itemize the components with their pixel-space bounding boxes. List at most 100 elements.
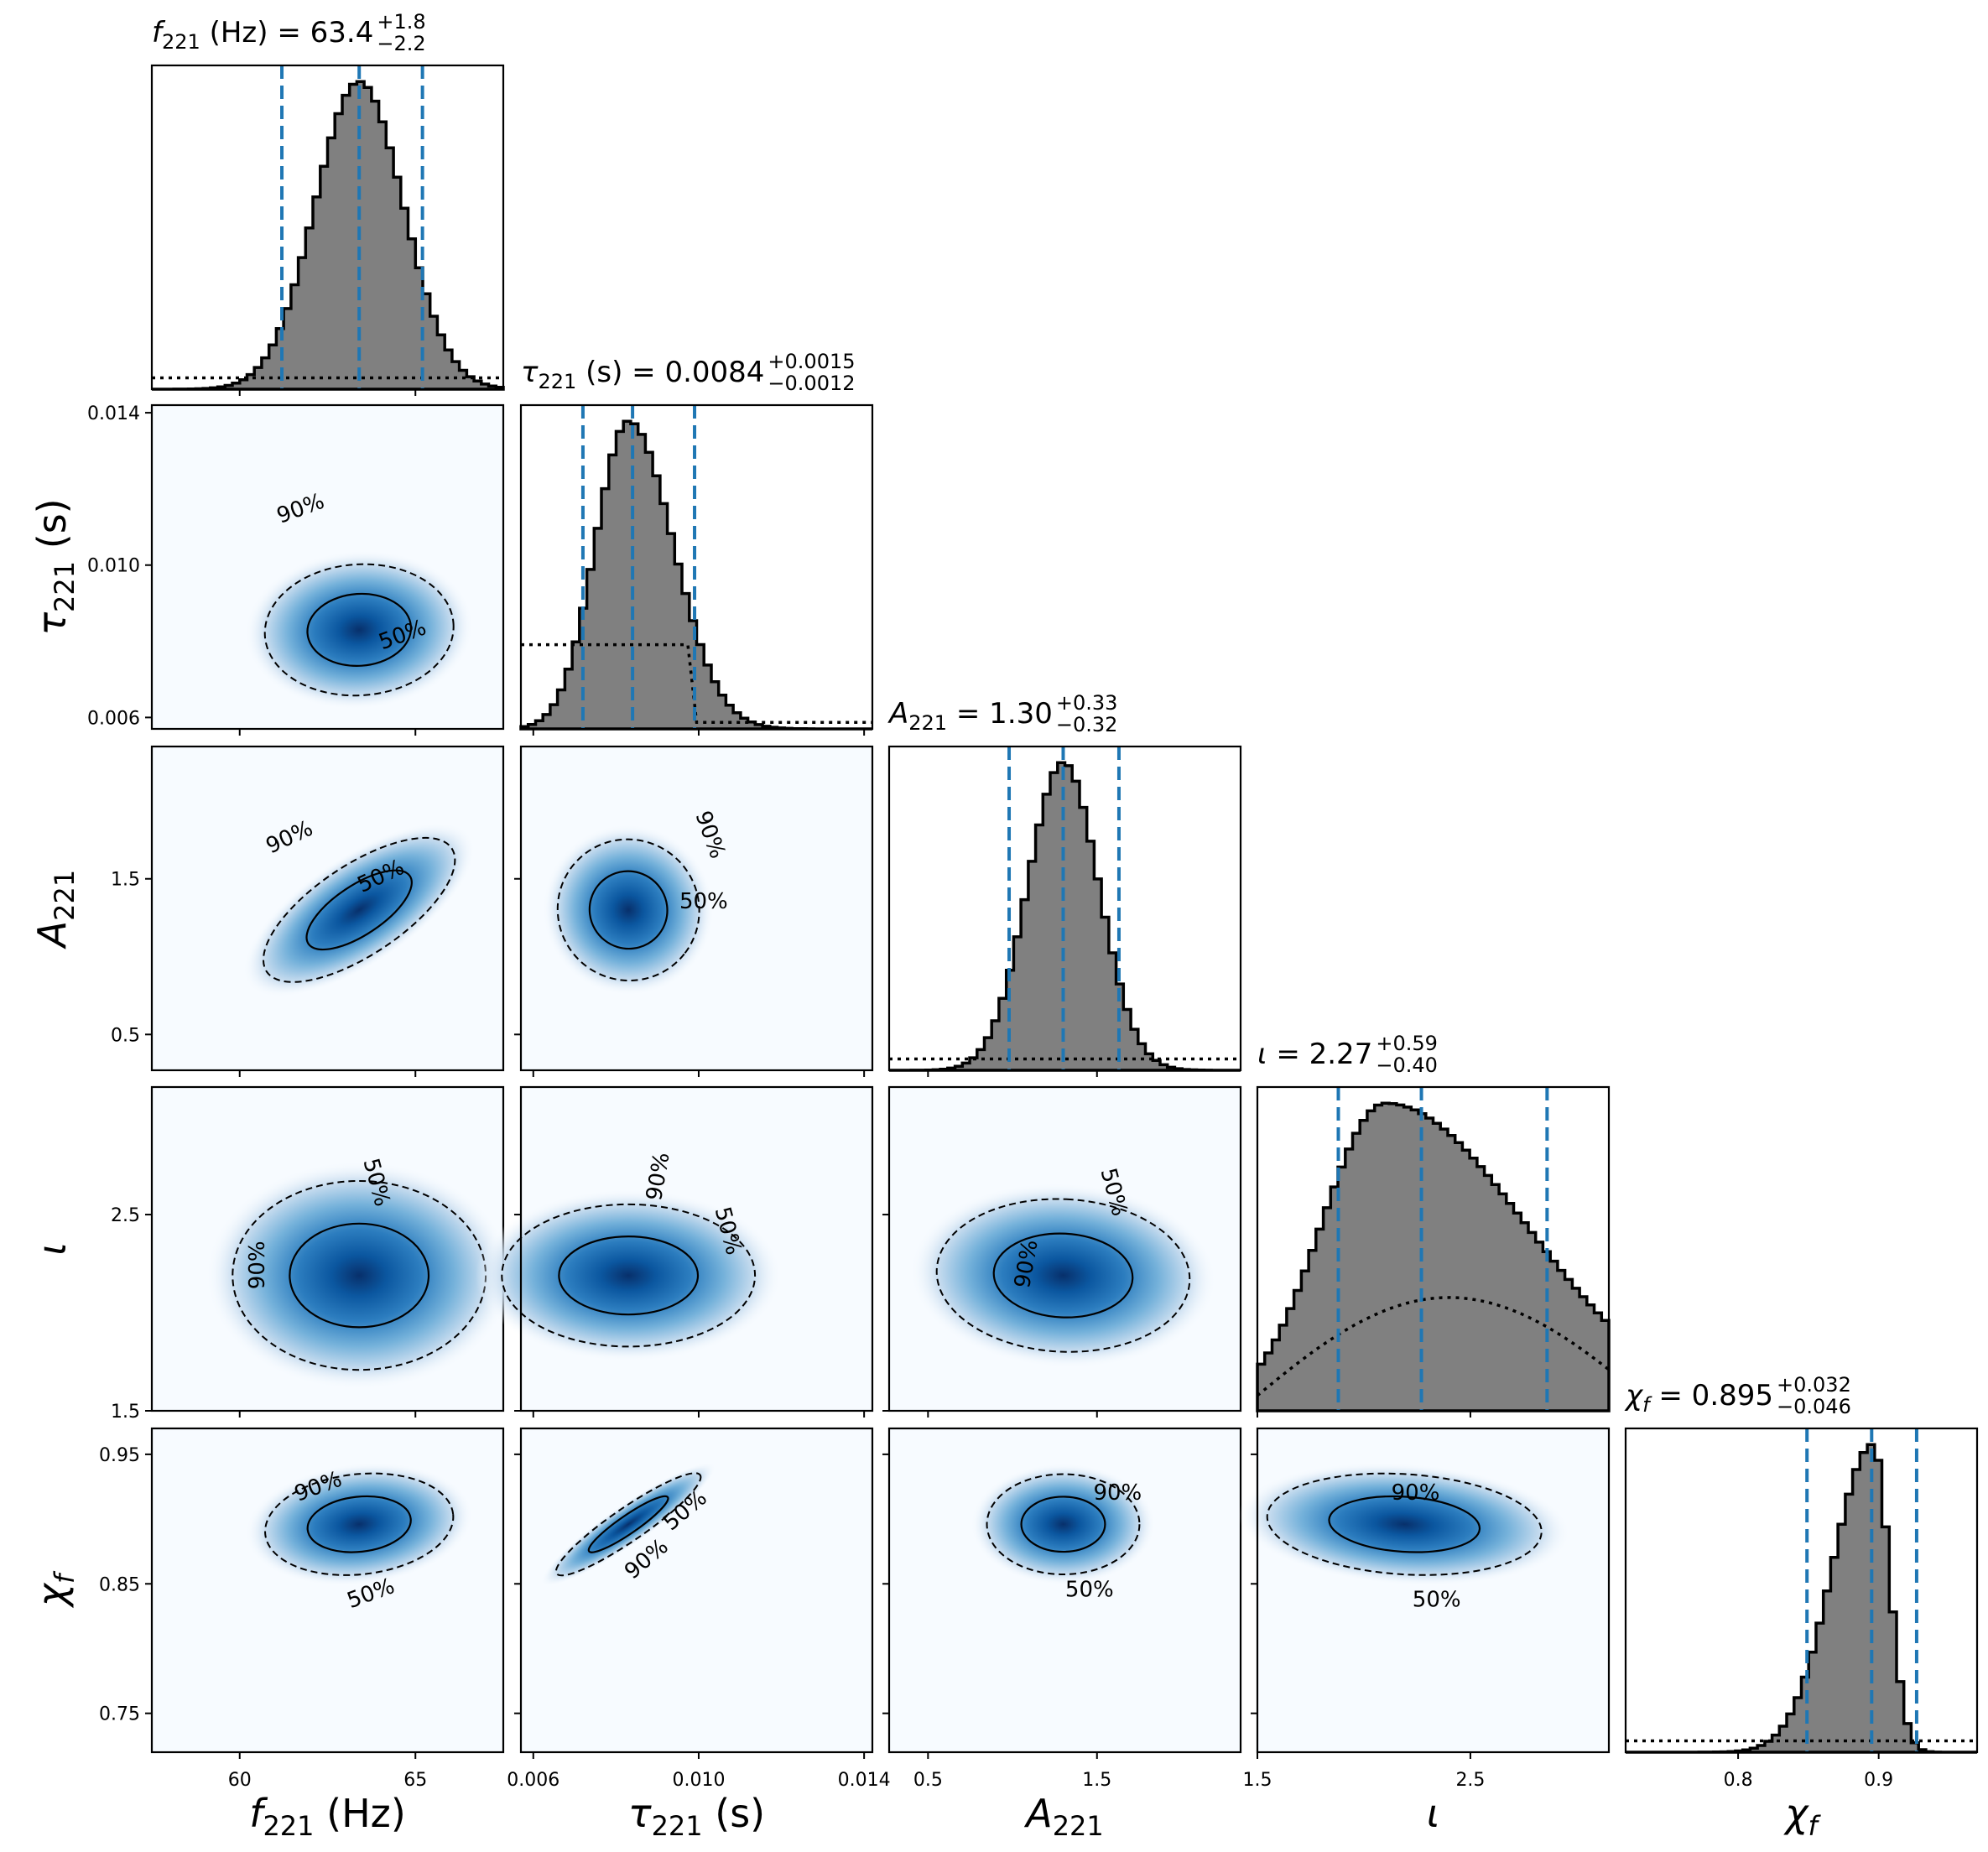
hist-panel-chi_f: χf = 0.895 +0.032−0.046 (1624, 1373, 1979, 1754)
contour-50 (289, 1222, 430, 1329)
density-panel-A221-iota: 50%90% (887, 1085, 1242, 1412)
hist-panel-A221: A221 = 1.30 +0.33−0.32 (887, 691, 1242, 1072)
contour-50 (587, 1495, 669, 1553)
histogram-f221 (152, 80, 505, 391)
contour-90 (556, 838, 700, 982)
density-panel-tau221-A221: 50%90% (519, 745, 874, 1072)
xtick-label-A221: 1.5 (1082, 1770, 1111, 1791)
panel-title-f221: f221 (Hz) = 63.4 (152, 16, 373, 54)
density-panel-f221-iota: 50%90% (150, 1085, 513, 1412)
xlabel-f221: f221 (Hz) (249, 1791, 406, 1842)
contour-50 (305, 869, 413, 951)
title-plus-A221: +0.33 (1056, 691, 1118, 715)
hist-panel-tau221: τ221 (s) = 0.0084 +0.0015−0.0012 (519, 350, 874, 731)
frame (150, 403, 505, 731)
density-panel-tau221-iota: 90%50% (475, 1085, 874, 1412)
title-minus-chi_f: −0.046 (1777, 1395, 1851, 1418)
contour-90 (986, 1473, 1141, 1576)
density-panel-f221-tau221: 90%50% (150, 403, 505, 731)
ytick-label-chi_f: 0.95 (99, 1445, 140, 1466)
contour-50 (306, 1495, 412, 1553)
frame (519, 1427, 874, 1754)
frame (150, 745, 505, 1072)
frame-tau221 (519, 403, 874, 731)
xtick-label-chi_f: 0.8 (1724, 1770, 1753, 1791)
panel-title-chi_f: χf = 0.895 (1624, 1379, 1773, 1417)
frame-f221 (150, 64, 505, 391)
density-fill (243, 822, 476, 997)
hist-panel-iota: ι = 2.27 +0.59−0.40 (1256, 1032, 1611, 1412)
contour-50 (992, 1232, 1134, 1319)
contour-label-0: 90% (1392, 1480, 1440, 1506)
density-panel-tau221-chi_f: 90%50% (519, 1427, 874, 1754)
density-fill (475, 1189, 782, 1362)
density-fill (540, 1462, 716, 1587)
ylabel-iota: ι (29, 1242, 75, 1256)
xtick-label-tau221: 0.006 (507, 1770, 559, 1791)
xlabel-iota: ι (1427, 1791, 1440, 1836)
frame (519, 745, 874, 1072)
frame (150, 1427, 505, 1754)
xlabel-A221: A221 (1023, 1791, 1104, 1842)
density-fill (543, 825, 715, 996)
contour-90 (262, 836, 456, 983)
contour-90 (263, 563, 455, 697)
contour-90 (232, 1179, 487, 1371)
density-fill (910, 1183, 1216, 1368)
ytick-label-chi_f: 0.75 (99, 1704, 140, 1725)
histogram-A221 (889, 761, 1241, 1072)
contour-label-1: 50% (1065, 1578, 1114, 1603)
density-fill (206, 1161, 513, 1390)
xtick-label-f221: 65 (403, 1770, 427, 1791)
density-fill (971, 1463, 1156, 1585)
contour-90 (935, 1198, 1191, 1353)
frame-A221 (887, 745, 1242, 1072)
title-minus-f221: −2.2 (377, 32, 425, 55)
xtick-label-iota: 2.5 (1455, 1770, 1485, 1791)
ytick-label-chi_f: 0.85 (99, 1574, 140, 1595)
xlabel-tau221: τ221 (s) (628, 1791, 765, 1842)
contour-90 (1266, 1472, 1543, 1576)
ytick-label-tau221: 0.014 (87, 403, 140, 424)
density-fill (1238, 1463, 1570, 1586)
contour-label-0: 90% (1093, 1480, 1142, 1506)
frame (887, 1085, 1242, 1412)
title-plus-tau221: +0.0015 (768, 350, 855, 373)
ytick-label-iota: 2.5 (111, 1205, 140, 1226)
ylabel-tau221: τ221 (s) (29, 498, 81, 635)
histogram-chi_f (1626, 1443, 1977, 1754)
ytick-label-tau221: 0.010 (87, 556, 140, 577)
density-panel-f221-A221: 90%50% (150, 745, 505, 1072)
title-minus-iota: −0.40 (1376, 1053, 1438, 1077)
contour-label-1: 50% (1413, 1587, 1461, 1612)
xtick-label-f221: 60 (228, 1770, 252, 1791)
frame (887, 1427, 1242, 1754)
ylabel-chi_f: χf (29, 1570, 81, 1609)
histogram-tau221 (519, 419, 872, 731)
frame-iota (1256, 1085, 1611, 1412)
ytick-label-tau221: 0.006 (87, 708, 140, 729)
title-plus-iota: +0.59 (1376, 1032, 1438, 1055)
ylabel-A221: A221 (29, 870, 81, 950)
histogram-iota (1256, 1101, 1611, 1412)
contour-90 (554, 1472, 702, 1577)
frame (1256, 1427, 1611, 1754)
prior-line-iota (1256, 1296, 1611, 1397)
title-plus-f221: +1.8 (377, 10, 425, 34)
xtick-label-tau221: 0.010 (672, 1770, 725, 1791)
panel-title-A221: A221 = 1.30 (887, 697, 1053, 735)
contour-50 (1020, 1496, 1106, 1553)
title-minus-A221: −0.32 (1056, 713, 1118, 736)
frame-chi_f (1624, 1427, 1979, 1754)
contour-90 (264, 1472, 455, 1576)
contour-50 (1328, 1495, 1481, 1553)
density-panel-f221-chi_f: 90%50% (150, 1427, 505, 1754)
contour-90 (501, 1203, 757, 1348)
xtick-label-iota: 1.5 (1243, 1770, 1272, 1791)
density-fill (245, 1462, 473, 1586)
contour-label-0: 50% (679, 889, 728, 914)
contour-label-1: 90% (245, 1241, 270, 1289)
ytick-label-iota: 1.5 (111, 1402, 140, 1423)
panel-title-iota: ι = 2.27 (1257, 1038, 1372, 1071)
